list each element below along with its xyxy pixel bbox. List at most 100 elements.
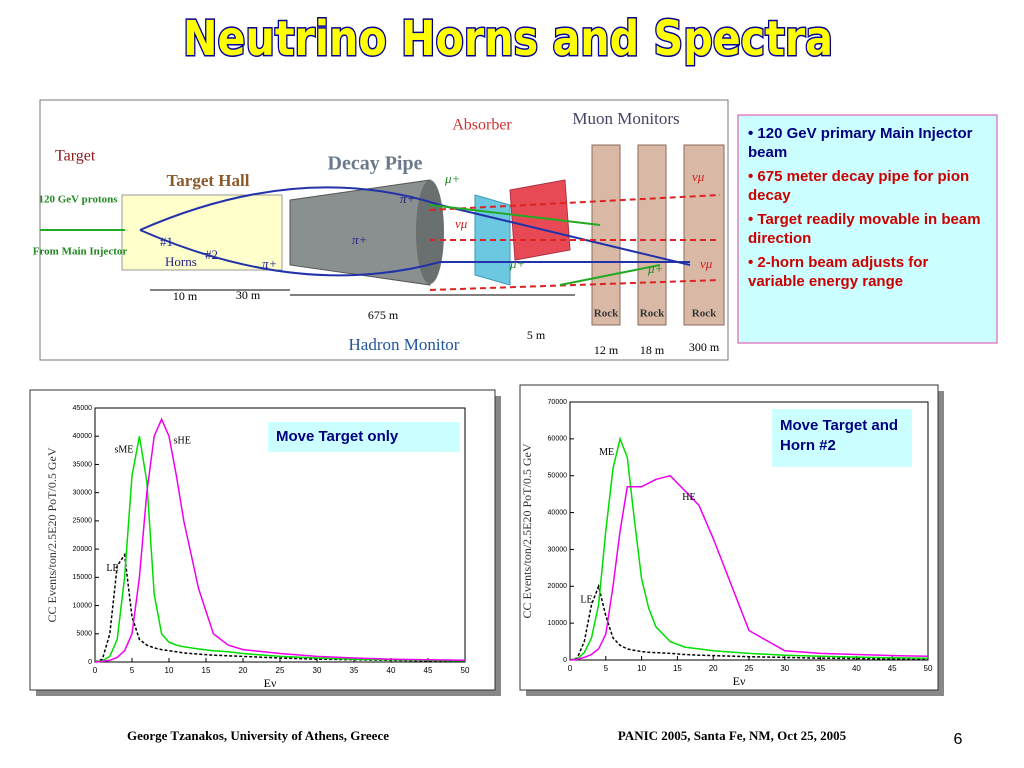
x-tick-label: 15 <box>202 666 211 675</box>
label: 30 m <box>236 288 261 302</box>
y-tick-label: 60000 <box>548 436 568 443</box>
label: Target Hall <box>167 171 250 190</box>
y-tick-label: 35000 <box>73 461 93 468</box>
x-tick-label: 5 <box>604 664 609 673</box>
series-line <box>94 417 466 663</box>
x-tick-label: 5 <box>130 666 135 675</box>
series-line <box>569 474 929 661</box>
label: Hadron Monitor <box>349 335 460 354</box>
x-tick-label: 0 <box>568 664 573 673</box>
particle: νμ <box>692 169 705 184</box>
series-label: sHE <box>174 436 191 447</box>
y-tick-label: 25000 <box>73 518 93 525</box>
particle: νμ <box>700 256 713 271</box>
particle: νμ <box>455 216 468 231</box>
muon-track <box>559 264 661 286</box>
bullet-item: • Target readily movable in beam directi… <box>748 211 985 247</box>
label: Rock <box>594 308 619 320</box>
label: 12 m <box>594 343 619 357</box>
particle: μ+ <box>444 171 460 186</box>
y-tick-label: 0 <box>88 659 92 666</box>
x-tick-label: 45 <box>888 664 897 673</box>
series-label: LE <box>580 595 592 606</box>
label: 5 m <box>527 328 546 342</box>
y-tick-label: 10000 <box>73 602 93 609</box>
decay-pipe <box>289 179 431 286</box>
particle: π+ <box>262 256 277 271</box>
bullet-list: • 120 GeV primary Main Injector beam • 675… <box>748 125 985 290</box>
footer-event: PANIC 2005, Santa Fe, NM, Oct 25, 2005 <box>618 728 847 743</box>
x-tick-label: 20 <box>239 666 248 675</box>
series-label: LE <box>106 563 118 574</box>
bullet-item: • 675 meter decay pipe for pion decay <box>748 168 969 204</box>
slide-title: Neutrino Horns and Spectra <box>183 11 833 67</box>
pion-track <box>139 186 691 266</box>
x-tick-label: 10 <box>637 664 646 673</box>
particle: μ+ <box>509 256 525 271</box>
footer-author: George Tzanakos, University of Athens, G… <box>127 728 389 743</box>
series-line <box>569 583 929 661</box>
series-line <box>94 552 466 663</box>
x-tick-label: 30 <box>313 666 322 675</box>
label: #1 <box>160 234 173 249</box>
y-tick-label: 45000 <box>73 405 93 412</box>
y-tick-label: 0 <box>563 657 567 664</box>
series-line <box>569 436 929 661</box>
label: From Main Injector <box>33 246 128 258</box>
x-tick-label: 20 <box>709 664 718 673</box>
x-tick-label: 40 <box>387 666 396 675</box>
y-tick-label: 10000 <box>548 620 568 627</box>
series-label: sME <box>114 445 133 456</box>
y-tick-label: 20000 <box>73 546 93 553</box>
bullet-box <box>737 114 998 344</box>
x-tick-label: 40 <box>852 664 861 673</box>
particle: π+ <box>352 232 367 247</box>
rock-1 <box>591 144 621 326</box>
y-tick-label: 30000 <box>73 490 93 497</box>
annotation-box <box>772 409 912 467</box>
y-tick-label: 30000 <box>548 546 568 553</box>
label: Absorber <box>452 117 512 134</box>
pion-track <box>139 229 690 277</box>
y-axis-label: CC Events/ton/2.5E20 PoT/0.5 GeV <box>45 447 59 622</box>
y-axis-label: CC Events/ton/2.5E20 PoT/0.5 GeV <box>520 443 534 618</box>
pipe-end <box>416 180 444 284</box>
bullet-item: • 2-horn beam adjusts for variable energy… <box>748 254 928 290</box>
neutrino-track <box>429 279 721 291</box>
rock-2 <box>637 144 667 326</box>
page-number: 6 <box>954 731 963 748</box>
x-tick-label: 35 <box>816 664 825 673</box>
x-tick-label: 45 <box>424 666 433 675</box>
x-tick-label: 50 <box>924 664 933 673</box>
label: Rock <box>640 308 665 320</box>
x-tick-label: 15 <box>673 664 682 673</box>
beamline-diagram: Target 120 GeV protons From Main Injecto… <box>33 99 729 361</box>
x-tick-label: 25 <box>745 664 754 673</box>
label: 300 m <box>689 340 720 354</box>
x-tick-label: 35 <box>350 666 359 675</box>
annotation: Move Target and Horn #2 <box>780 417 898 454</box>
y-tick-label: 5000 <box>76 631 92 638</box>
muon-track <box>429 204 601 226</box>
particle: μ+ <box>647 261 663 276</box>
neutrino-track <box>429 194 721 211</box>
label: Muon Monitors <box>572 109 679 128</box>
label: Horns <box>165 254 197 269</box>
x-tick-label: 0 <box>93 666 98 675</box>
bullet-item: • 120 GeV primary Main Injector beam <box>748 125 973 161</box>
x-tick-label: 30 <box>780 664 789 673</box>
y-tick-label: 20000 <box>548 583 568 590</box>
label: Rock <box>692 308 717 320</box>
y-tick-label: 40000 <box>73 433 93 440</box>
series-label: HE <box>682 492 695 503</box>
charts: 0500010000150002000025000300003500040000… <box>45 399 933 690</box>
y-tick-label: 15000 <box>73 574 93 581</box>
y-tick-label: 40000 <box>548 509 568 516</box>
rock-3 <box>683 144 725 326</box>
x-tick-label: 25 <box>276 666 285 675</box>
label: #2 <box>205 247 218 262</box>
label: 10 m <box>173 289 198 303</box>
particle: π+ <box>400 191 415 206</box>
